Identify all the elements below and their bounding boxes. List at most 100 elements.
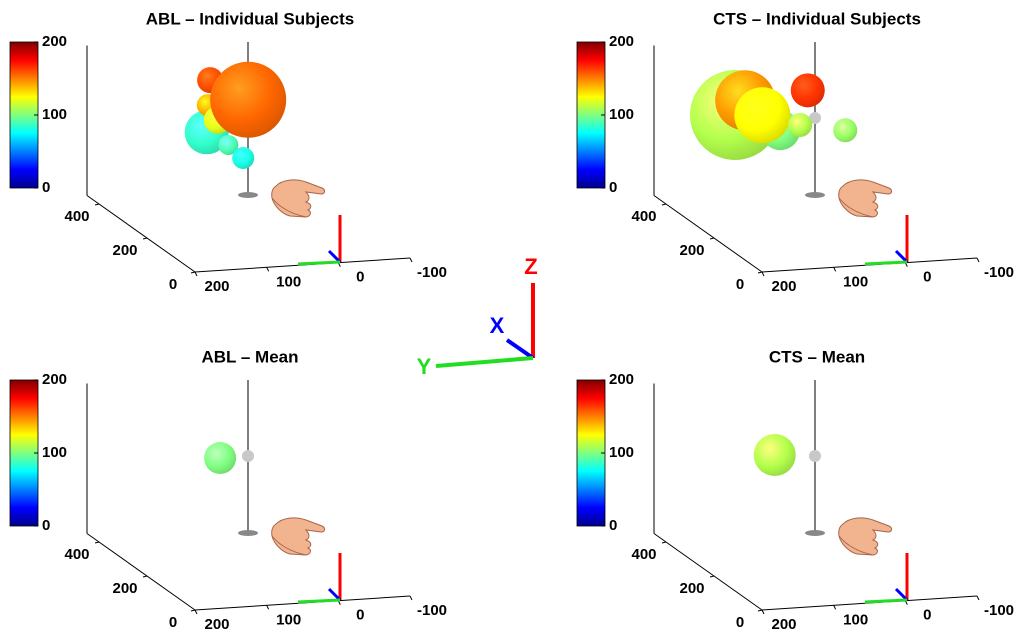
y-tick: [709, 237, 715, 240]
chart-title: ABL – Individual Subjects: [146, 9, 354, 28]
y-tick-label: 400: [64, 546, 89, 563]
y-tick-label: 0: [169, 614, 177, 631]
colorbar-tick-label: 100: [609, 106, 634, 123]
colorbar-tick-label: 200: [42, 371, 67, 388]
x-tick-label: 100: [276, 273, 301, 290]
x-tick: [409, 595, 413, 601]
x-tick-label: -100: [417, 264, 447, 281]
y-tick: [661, 203, 667, 206]
y-axis-line: [653, 533, 763, 611]
y-tick-label: 400: [631, 546, 656, 563]
z-key-label: Z: [524, 254, 537, 279]
y-tick: [190, 609, 196, 612]
y-tick-label: 200: [679, 580, 704, 597]
y-axis-line: [86, 195, 196, 273]
axes-key: Z X Y: [417, 254, 538, 379]
x-tick: [833, 267, 837, 272]
y-tick-label: 400: [631, 208, 656, 225]
x-tick: [194, 609, 198, 615]
reference-sphere: [809, 112, 821, 124]
y-tick: [142, 237, 148, 240]
colorbar-tick-label: 100: [42, 444, 67, 461]
x-tick: [266, 605, 270, 610]
y-key-label: Y: [417, 354, 432, 379]
x-tick-label: -100: [984, 264, 1014, 281]
colorbar-tick-label: 200: [609, 33, 634, 50]
reference-sphere: [242, 450, 254, 462]
y-tick: [757, 609, 763, 612]
x-tick-label: 0: [356, 607, 364, 624]
y-key-line: [435, 356, 534, 368]
panel: ABL – Mean 200 100 0 -100 0 200 400 0 100 200: [9, 347, 447, 633]
panel: CTS – Individual Subjects 200 100 0 -100 0 200…: [576, 9, 1014, 295]
y-axis-line: [86, 533, 196, 611]
x-tick-label: 200: [771, 278, 796, 295]
y-tick-label: 400: [64, 208, 89, 225]
sensor-x: [327, 249, 342, 264]
y-tick: [142, 575, 148, 578]
y-tick-label: 0: [736, 614, 744, 631]
bubble: [734, 87, 791, 144]
x-tick: [976, 257, 980, 263]
x-tick-label: 200: [771, 616, 796, 633]
colorbar: [9, 41, 39, 189]
bubble: [218, 134, 239, 155]
x-tick-label: 200: [204, 616, 229, 633]
x-key-label: X: [490, 313, 505, 338]
y-tick: [661, 541, 667, 544]
y-tick-label: 200: [679, 242, 704, 259]
sensor-x: [894, 249, 909, 264]
bubble: [790, 73, 825, 108]
x-tick-label: 200: [204, 278, 229, 295]
hand-icon: [838, 179, 893, 218]
bubble: [788, 113, 813, 138]
x-tick: [194, 271, 198, 277]
y-tick: [757, 271, 763, 274]
x-tick: [266, 267, 270, 272]
colorbar-tick-label: 0: [609, 179, 617, 196]
bubble: [232, 147, 255, 169]
colorbar-tick-label: 200: [42, 33, 67, 50]
sensor-y: [297, 260, 341, 266]
x-tick-label: 0: [923, 607, 931, 624]
bubble: [210, 61, 287, 138]
x-tick: [761, 609, 765, 615]
chart-title: CTS – Individual Subjects: [713, 9, 921, 28]
bubble: [753, 434, 796, 477]
y-tick: [709, 575, 715, 578]
hand-icon: [838, 517, 893, 556]
x-tick: [976, 595, 980, 601]
colorbar-tick-label: 0: [609, 517, 617, 534]
x-tick-label: 100: [843, 611, 868, 628]
x-tick-label: 100: [276, 611, 301, 628]
pole-base: [805, 530, 825, 536]
x-tick-label: 0: [356, 269, 364, 286]
bubble: [833, 118, 858, 143]
sensor-x: [327, 587, 342, 602]
pole-base: [805, 192, 825, 198]
reference-sphere: [809, 450, 821, 462]
pole-base: [238, 530, 258, 536]
sensor-y: [297, 598, 341, 604]
x-tick: [833, 605, 837, 610]
pole-base: [238, 192, 258, 198]
x-tick-label: 100: [843, 273, 868, 290]
hand-icon: [271, 179, 326, 218]
panel: CTS – Mean 200 100 0 -100 0 200 400 0 100 200: [576, 347, 1014, 633]
x-tick-label: 0: [923, 269, 931, 286]
colorbar: [9, 379, 39, 527]
colorbar-tick-label: 0: [42, 517, 50, 534]
y-tick-label: 200: [112, 580, 137, 597]
y-axis-line: [653, 195, 763, 273]
x-tick-label: -100: [417, 602, 447, 619]
y-tick: [94, 541, 100, 544]
x-tick: [761, 271, 765, 277]
x-key-line: [505, 338, 535, 360]
y-tick-label: 200: [112, 242, 137, 259]
colorbar-tick-label: 100: [42, 106, 67, 123]
x-tick-label: -100: [984, 602, 1014, 619]
sensor-y: [864, 598, 908, 604]
sensor-y: [864, 260, 908, 266]
